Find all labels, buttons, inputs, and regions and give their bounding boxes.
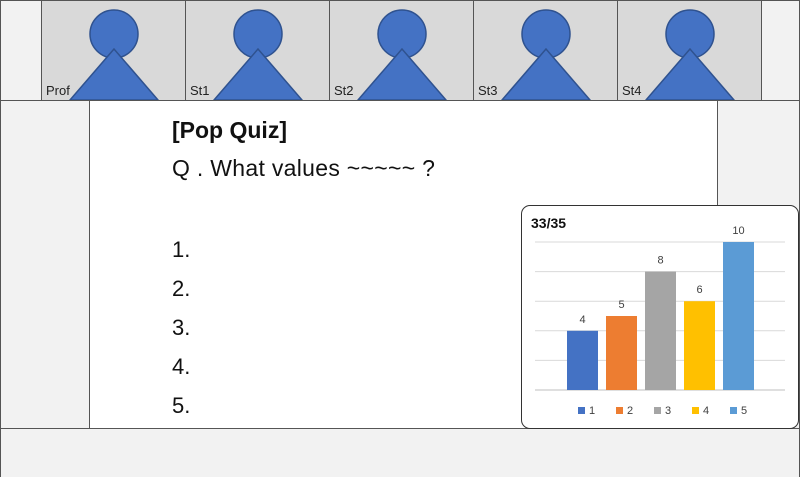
legend-label-3: 3 xyxy=(665,405,671,417)
quiz-option-4[interactable]: 4. xyxy=(172,354,191,379)
data-label-4: 6 xyxy=(696,284,702,296)
participant-name: Prof xyxy=(46,83,70,98)
participant-tile-st1[interactable]: St1 xyxy=(185,1,329,100)
results-bar-chart: 4 5 8 6 10 1 2 3 4 5 xyxy=(535,225,785,417)
quiz-option-2[interactable]: 2. xyxy=(172,276,191,301)
legend-swatch-5 xyxy=(730,407,737,414)
quiz-option-5[interactable]: 5. xyxy=(172,393,191,418)
legend-label-2: 2 xyxy=(627,405,633,417)
participant-name: St2 xyxy=(334,83,354,98)
participant-name: St4 xyxy=(622,83,642,98)
bar-2 xyxy=(606,316,637,390)
participant-tile-st3[interactable]: St3 xyxy=(473,1,617,100)
participant-tile-prof[interactable]: Prof xyxy=(41,1,185,100)
bar-3 xyxy=(645,271,676,390)
avatar-icon xyxy=(213,9,303,100)
data-label-3: 8 xyxy=(657,255,663,267)
legend-swatch-4 xyxy=(692,407,699,414)
participant-tile-st4[interactable]: St4 xyxy=(617,1,762,100)
participant-name: St3 xyxy=(478,83,498,98)
bar-1 xyxy=(567,330,598,390)
participant-tile-st2[interactable]: St2 xyxy=(329,1,473,100)
quiz-option-1[interactable]: 1. xyxy=(172,237,191,262)
avatar-icon xyxy=(69,9,159,100)
bar-4 xyxy=(684,301,715,390)
participant-name: St1 xyxy=(190,83,210,98)
quiz-title: [Pop Quiz] xyxy=(172,117,287,143)
avatar-icon xyxy=(357,9,447,100)
data-label-2: 5 xyxy=(618,299,624,311)
legend-swatch-1 xyxy=(578,407,585,414)
legend-label-1: 1 xyxy=(589,405,595,417)
response-count: 33/35 xyxy=(531,215,567,231)
quiz-results-panel: 33/35 4 5 8 6 10 1 2 3 4 5 xyxy=(521,205,799,429)
legend-swatch-2 xyxy=(616,407,623,414)
legend-swatch-3 xyxy=(654,407,661,414)
avatar-icon xyxy=(645,9,735,100)
data-label-5: 10 xyxy=(732,225,744,237)
legend-label-5: 5 xyxy=(741,405,747,417)
legend-label-4: 4 xyxy=(703,405,709,417)
data-label-1: 4 xyxy=(579,314,585,326)
avatar-icon xyxy=(501,9,591,100)
participant-strip: Prof St1 St2 St3 xyxy=(1,1,799,101)
bottom-toolbar xyxy=(1,428,799,477)
quiz-question: Q . What values ~~~~~ ? xyxy=(172,155,436,181)
quiz-option-3[interactable]: 3. xyxy=(172,315,191,340)
bar-5 xyxy=(723,242,754,390)
